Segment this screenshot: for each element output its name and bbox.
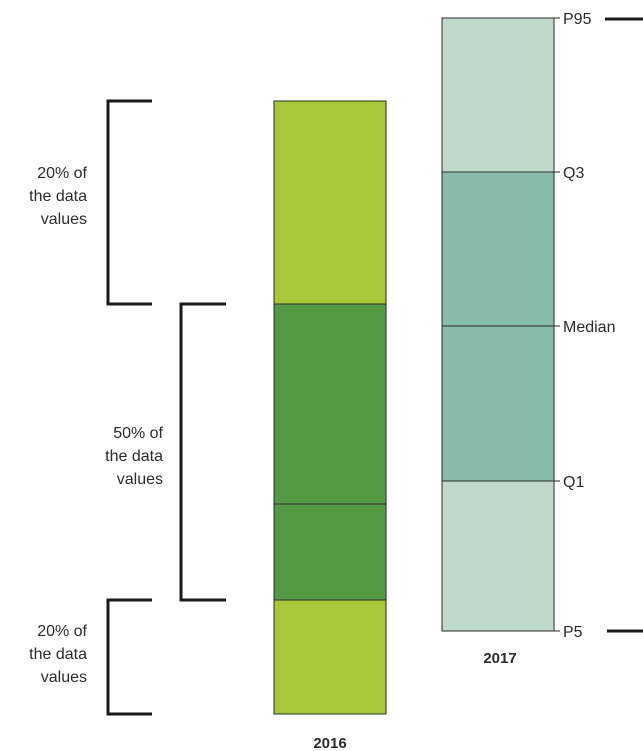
bracket-middle: 50% of the data values xyxy=(105,302,226,602)
bracket-bottom-label-line1: 20% of xyxy=(37,623,87,640)
bracket-bottom-label-line2: the data xyxy=(29,646,87,663)
marker-p95-label: P95 xyxy=(563,11,592,28)
bracket-middle-line xyxy=(179,302,226,602)
box-2017-bottom-segment xyxy=(441,480,555,632)
box-2016-bottom-segment xyxy=(273,599,387,715)
box-2016-year-label: 2016 xyxy=(313,735,346,751)
bracket-bottom: 20% of the data values xyxy=(29,598,152,716)
bracket-top-line xyxy=(106,99,152,306)
bracket-middle-label-line1: 50% of xyxy=(113,425,163,442)
marker-p5-label: P5 xyxy=(563,624,583,641)
box-2016-top-segment xyxy=(273,100,387,305)
bracket-top-label-line1: 20% of xyxy=(37,165,87,182)
bracket-bottom-label-line3: values xyxy=(41,669,87,686)
marker-q1-label: Q1 xyxy=(563,474,584,491)
marker-median-label: Median xyxy=(563,319,615,336)
box-2017-year-label: 2017 xyxy=(483,650,516,667)
box-2016: 2016 xyxy=(273,100,387,751)
bracket-top-label-line2: the data xyxy=(29,188,87,205)
box-2017-upper-middle-segment xyxy=(441,171,555,327)
marker-median: Median xyxy=(554,319,615,336)
box-2017-top-segment xyxy=(441,17,555,173)
marker-p95: P95 xyxy=(554,11,643,28)
marker-q3-label: Q3 xyxy=(563,165,584,182)
marker-p5: P5 xyxy=(554,624,643,641)
box-2016-lower-middle-segment xyxy=(273,503,387,601)
bracket-middle-label-line3: values xyxy=(117,471,163,488)
bracket-bottom-line xyxy=(106,598,152,716)
marker-q1: Q1 xyxy=(554,474,584,491)
box-2017: 2017 xyxy=(441,17,555,667)
bracket-middle-label-line2: the data xyxy=(105,448,163,465)
bracket-top: 20% of the data values xyxy=(29,99,152,306)
box-2016-upper-middle-segment xyxy=(273,303,387,505)
box-2017-lower-middle-segment xyxy=(441,325,555,482)
bracket-top-label-line3: values xyxy=(41,211,87,228)
marker-q3: Q3 xyxy=(554,165,584,182)
